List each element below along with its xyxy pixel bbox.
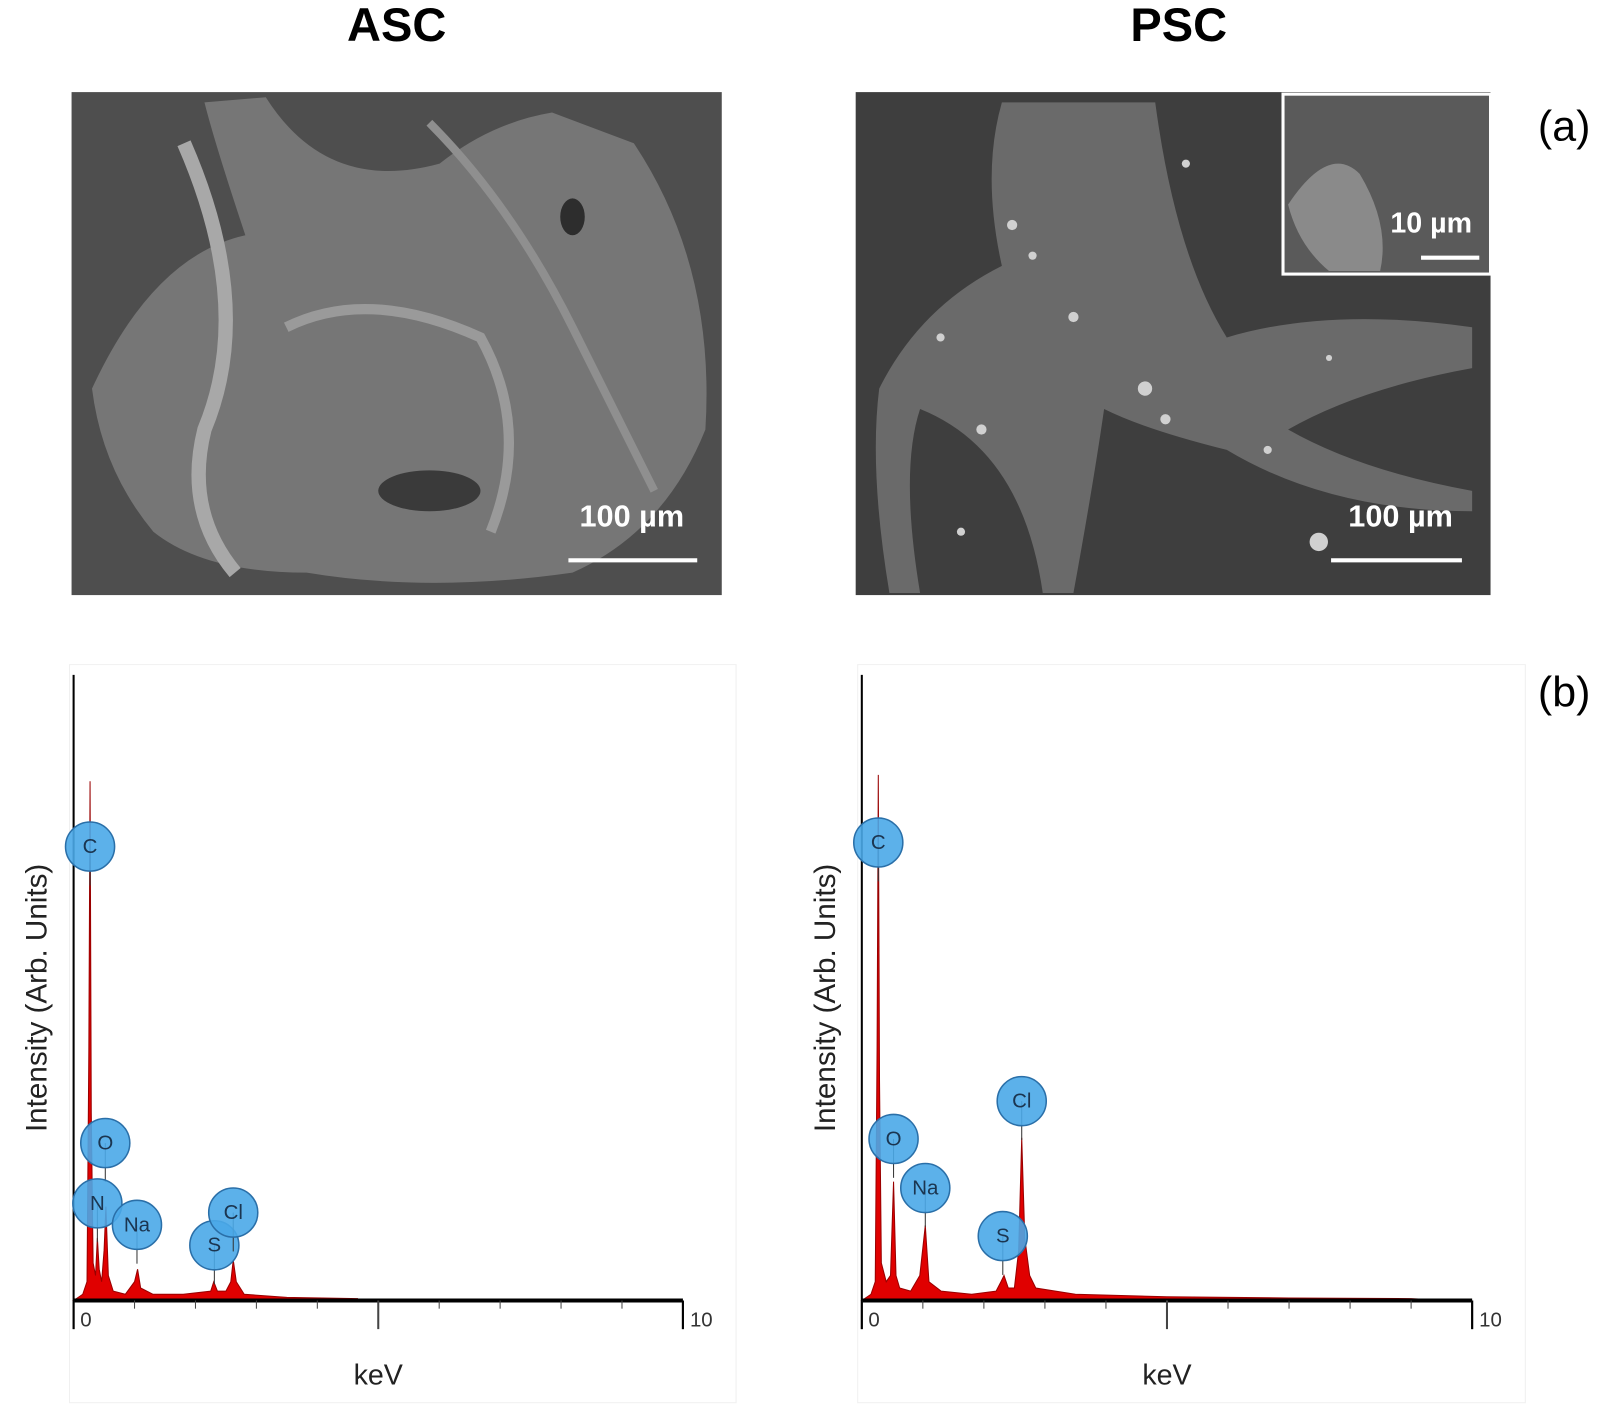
element-label: Cl bbox=[1012, 1090, 1031, 1113]
x-axis-label: keV bbox=[1142, 1360, 1191, 1392]
element-marker bbox=[977, 1210, 1029, 1262]
x-tick-label: 10 bbox=[1479, 1308, 1502, 1331]
y-axis-label: Intensity (Arb. Units) bbox=[809, 864, 842, 1132]
spectrum bbox=[860, 774, 1448, 1302]
element-label: O bbox=[97, 1131, 113, 1154]
panel-label: (b) bbox=[1538, 669, 1590, 717]
element-label: N bbox=[90, 1192, 105, 1215]
element-marker bbox=[79, 1117, 131, 1169]
element-marker bbox=[111, 1199, 163, 1251]
element-marker bbox=[72, 1178, 123, 1229]
element-label: S bbox=[996, 1225, 1010, 1248]
element-marker bbox=[207, 1187, 259, 1238]
x-tick-label: 0 bbox=[80, 1308, 91, 1331]
panel-label: (a) bbox=[1538, 102, 1590, 150]
element-label: O bbox=[886, 1127, 902, 1150]
element-label: C bbox=[871, 831, 886, 854]
element-marker bbox=[996, 1075, 1048, 1127]
element-label: Na bbox=[124, 1213, 151, 1236]
sem-image: 10 µm 100 µm bbox=[855, 92, 1493, 596]
x-tick-label: 0 bbox=[868, 1308, 879, 1331]
element-marker bbox=[899, 1162, 951, 1214]
scale-bar-label: 100 µm bbox=[1348, 500, 1453, 534]
plot-frame bbox=[857, 664, 1526, 1404]
element-marker bbox=[868, 1113, 919, 1165]
element-label: Na bbox=[912, 1176, 939, 1199]
element-marker bbox=[64, 821, 116, 872]
scale-bar-label: 10 µm bbox=[1390, 208, 1472, 240]
x-tick-label: 10 bbox=[690, 1308, 713, 1331]
x-axis-label: keV bbox=[354, 1360, 403, 1392]
scale-bar-label: 100 µm bbox=[579, 500, 684, 534]
element-label: C bbox=[83, 835, 98, 858]
y-axis-label: Intensity (Arb. Units) bbox=[21, 864, 54, 1132]
sem-image: 100 µm bbox=[71, 92, 722, 596]
element-marker bbox=[852, 817, 904, 868]
element-label: Cl bbox=[224, 1201, 243, 1224]
plot-frame bbox=[69, 664, 737, 1404]
column-header: ASC bbox=[347, 0, 446, 51]
element-label: S bbox=[208, 1234, 222, 1257]
column-header: PSC bbox=[1130, 0, 1227, 51]
